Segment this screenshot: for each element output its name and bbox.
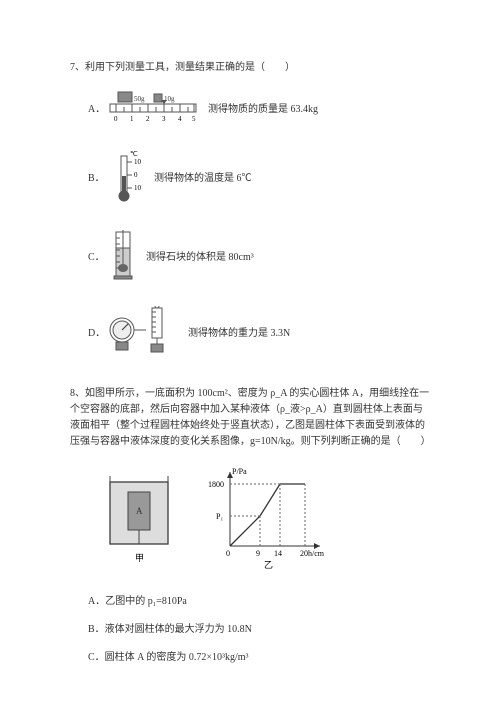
q7-option-A: A． 50g 10g 0 1 2: [88, 90, 430, 130]
option-text: 圆柱体 A 的密度为 0.72×10³kg/m³: [105, 652, 249, 663]
t-mid: 0: [134, 171, 138, 179]
q8-figure: A 甲 P/Pa h/cm 1800 P₁: [100, 464, 430, 580]
graduated-cylinder-icon: [108, 228, 136, 288]
container-diagram-icon: A 甲: [110, 476, 168, 563]
q7-number: 7、: [70, 62, 85, 73]
tick-3: 3: [162, 115, 166, 123]
tick-0: 0: [114, 115, 118, 123]
spring-scale-icon: [108, 306, 178, 362]
balance-ruler-icon: 50g 10g 0 1 2 3 4 5: [108, 90, 198, 130]
x9: 9: [256, 549, 260, 558]
option-text: 测得物质的质量是 63.4kg: [208, 102, 318, 118]
t-bot: 10: [134, 184, 142, 192]
q8-option-C: C．圆柱体 A 的密度为 0.72×10³kg/m³: [88, 650, 430, 666]
option-label: A．: [88, 102, 108, 118]
q7-stem-text: 利用下列测量工具，测量结果正确的是（ ）: [85, 62, 295, 73]
option-text: 测得物体的重力是 3.3N: [188, 326, 290, 342]
q7-option-D: D． 测得物体的重力是 3.3N: [88, 306, 430, 362]
tick-5: 5: [192, 115, 196, 123]
caption-right: 乙: [264, 560, 273, 570]
tick-2: 2: [146, 115, 150, 123]
q8-stem-text: 如图甲所示，一底面积为 100cm²、密度为 ρ_A 的实心圆柱体 A，用细线拴…: [70, 388, 431, 447]
option-label: B．: [88, 624, 105, 635]
block-label: A: [136, 506, 143, 516]
ymax: 1800: [208, 480, 224, 489]
question-8: 8、如图甲所示，一底面积为 100cm²、密度为 ρ_A 的实心圆柱体 A，用细…: [70, 386, 430, 666]
x20: 20: [300, 549, 308, 558]
t-top: 10: [134, 158, 142, 166]
weight-50g: 50g: [134, 95, 145, 103]
option-label: A．: [88, 596, 105, 607]
q7-stem: 7、利用下列测量工具，测量结果正确的是（ ）: [70, 60, 430, 76]
q8-option-B: B．液体对圆柱体的最大浮力为 10.8N: [88, 622, 430, 638]
q7-option-C: C． 测得石块的体积是 80cm³: [88, 228, 430, 288]
q8-option-A: A．乙图中的 p₁=810Pa: [88, 594, 430, 610]
unit-c: ℃: [130, 150, 138, 158]
tick-1: 1: [130, 115, 134, 123]
option-label: C．: [88, 250, 108, 266]
pressure-graph-icon: P/Pa h/cm 1800 P₁ 0 9 14 20 乙: [208, 467, 325, 570]
q8-number: 8、: [70, 388, 85, 399]
x0: 0: [226, 549, 230, 558]
option-text: 测得石块的体积是 80cm³: [146, 250, 254, 266]
option-label: B．: [88, 171, 108, 187]
question-7: 7、利用下列测量工具，测量结果正确的是（ ） A． 50g 10g: [70, 60, 430, 362]
caption-left: 甲: [135, 553, 144, 563]
tick-4: 4: [178, 115, 182, 123]
option-text: 乙图中的 p₁=810Pa: [105, 596, 187, 607]
option-text: 液体对圆柱体的最大浮力为 10.8N: [105, 624, 252, 635]
q8-options: A．乙图中的 p₁=810Pa B．液体对圆柱体的最大浮力为 10.8N C．圆…: [88, 594, 430, 666]
q8-stem: 8、如图甲所示，一底面积为 100cm²、密度为 ρ_A 的实心圆柱体 A，用细…: [70, 386, 430, 450]
option-text: 测得物体的温度是 6℃: [154, 171, 252, 187]
xlabel: h/cm: [308, 549, 325, 558]
p1: P₁: [216, 512, 223, 521]
ylabel: P/Pa: [232, 467, 247, 476]
option-label: D．: [88, 326, 108, 342]
q7-option-B: B． ℃ 10 0 10 测得物体的温度是 6℃: [88, 148, 430, 210]
thermometer-icon: ℃ 10 0 10: [108, 148, 144, 210]
x14: 14: [274, 549, 282, 558]
option-label: C．: [88, 652, 105, 663]
